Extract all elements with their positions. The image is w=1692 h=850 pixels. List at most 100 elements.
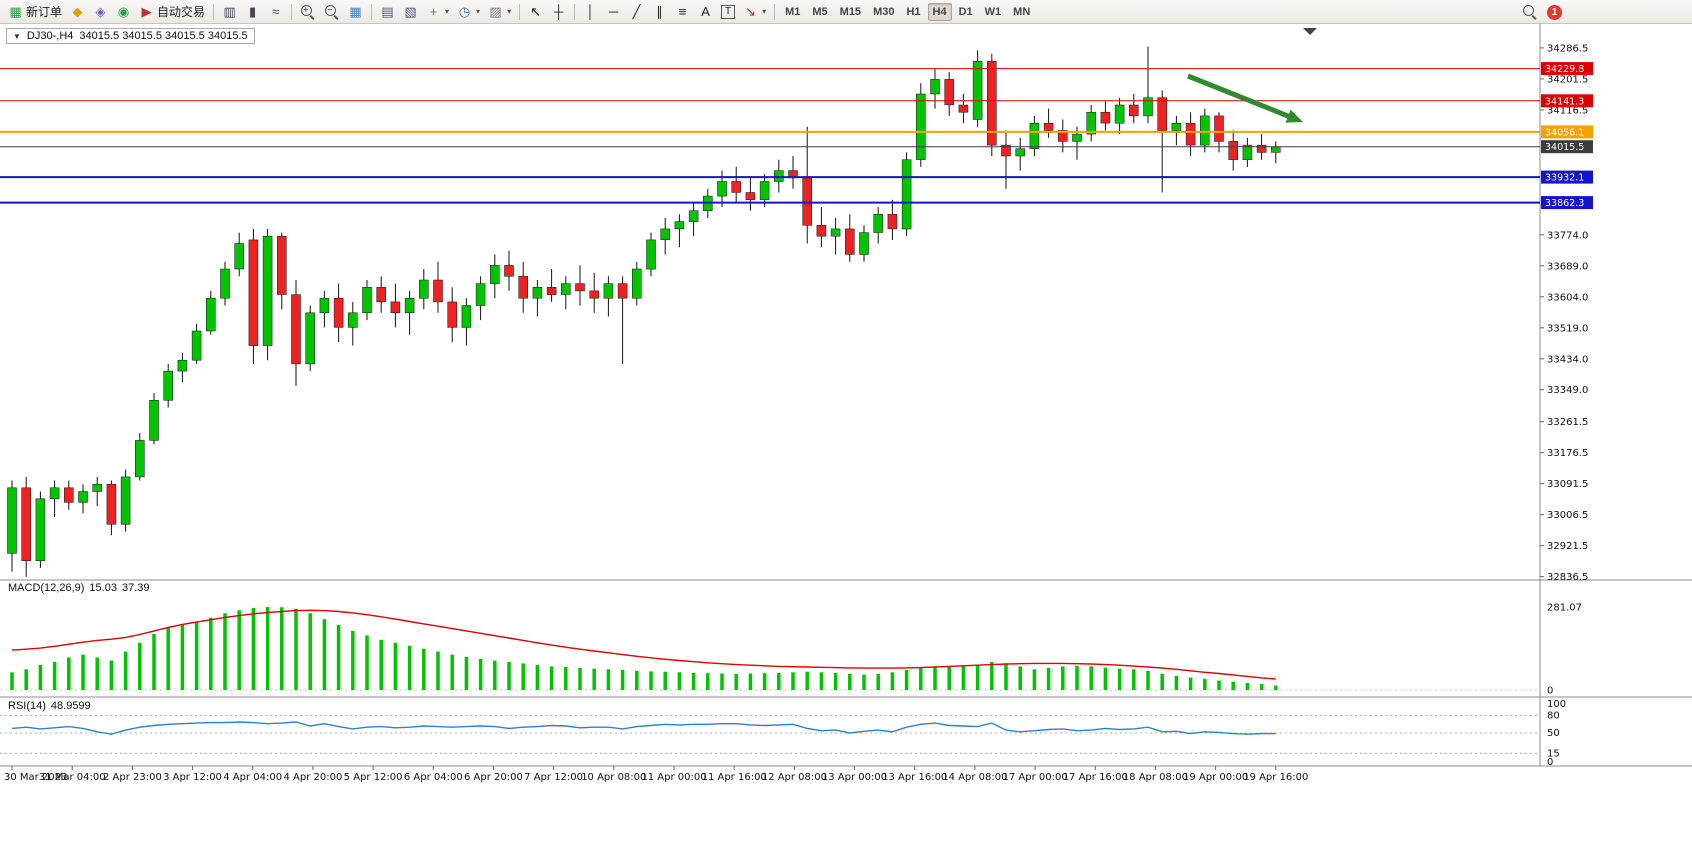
timeframe-m15-button[interactable]: M15 [839, 5, 862, 18]
line-chart-button[interactable]: ≈ [265, 2, 286, 22]
trend-arrow-head [1285, 109, 1303, 123]
y-axis-label: 32836.5 [1547, 572, 1588, 583]
trendline-button[interactable]: ╱ [626, 2, 647, 22]
navigator-button[interactable]: ◈ [90, 2, 111, 22]
periods-button[interactable]: ◷ ▾ [454, 2, 483, 22]
x-axis-label: 17 Apr 00:00 [1002, 772, 1067, 783]
price-tag-label: 33862.3 [1545, 198, 1584, 209]
history-button[interactable]: ◉ [113, 2, 134, 22]
toolbar-right: 1 [1522, 0, 1562, 24]
crosshair-button[interactable]: ┼ [548, 2, 569, 22]
channel-button[interactable]: ∥ [649, 2, 670, 22]
candlestick-chart-button[interactable]: ▮ [242, 2, 263, 22]
candle-body [830, 228, 841, 237]
x-axis-label: 7 Apr 12:00 [524, 772, 583, 783]
tile-windows-icon: ▦ [349, 4, 362, 19]
ohlc-values: 34015.5 34015.5 34015.5 34015.5 [79, 30, 248, 42]
candle-body [731, 181, 741, 193]
candle-body [475, 283, 486, 306]
candle-body [1242, 144, 1253, 160]
templates-icon: ▨ [489, 4, 502, 19]
new-order-icon: ▦ [9, 4, 22, 19]
price-tag-label: 33932.1 [1545, 173, 1584, 184]
x-axis-label: 14 Apr 08:00 [942, 772, 1007, 783]
collapse-triangle-icon[interactable]: ▼ [13, 31, 21, 41]
candle-body [674, 221, 685, 230]
timeframe-d1-button[interactable]: D1 [958, 5, 973, 18]
candle-body [930, 79, 940, 95]
candle-body [504, 265, 514, 277]
toolbar-separator [774, 3, 776, 20]
market-watch-button[interactable]: ◆ [67, 2, 88, 22]
rsi-label: RSI(14) 48.9599 [8, 700, 96, 712]
candle-body [873, 214, 883, 233]
price-tag[interactable] [1541, 94, 1593, 108]
timeframe-h4-button[interactable]: H4 [927, 2, 952, 21]
x-axis-label: 11 Apr 00:00 [641, 772, 706, 783]
timeframe-m5-button[interactable]: M5 [812, 5, 828, 18]
zoom-sign: + [303, 4, 309, 14]
candle-body [1228, 141, 1238, 160]
indicators-button[interactable]: + ▾ [423, 2, 452, 22]
zoom-in-button[interactable]: + [297, 2, 319, 22]
cursor-button[interactable]: ↖ [525, 2, 546, 22]
new-order-button[interactable]: ▦ 新订单 [5, 2, 65, 22]
price-tag[interactable] [1541, 196, 1593, 210]
y-axis-label: 34116.5 [1547, 105, 1588, 116]
candle-body [1043, 122, 1054, 131]
toolbar: ▦ 新订单 ◆ ◈ ◉ ▶ 自动交易 ▥ ▮ ≈ + − ▦ ▤ ▧ + ▾ ◷ ▾ ▨ ▾ ↖ ┼ │ ─ ╱ ∥ ≡ A T ↘ ▾ M1 M… [0, 0, 1692, 24]
price-tag[interactable] [1541, 125, 1593, 139]
macd-label: MACD(12,26,9) 15.03 37.39 [8, 582, 154, 594]
vertical-line-button[interactable]: │ [580, 2, 601, 22]
notification-badge[interactable]: 1 [1547, 4, 1562, 20]
rsi-name: RSI(14) [8, 700, 46, 712]
bar-chart-button[interactable]: ▥ [219, 2, 240, 22]
timeframe-mn-button[interactable]: MN [1013, 5, 1031, 18]
dropdown-caret-icon: ▾ [762, 7, 767, 16]
candle-body [248, 239, 259, 346]
candle-body [532, 287, 543, 299]
templates-button[interactable]: ▨ ▾ [485, 2, 514, 22]
timeframe-w1-button[interactable]: W1 [984, 5, 1002, 18]
cascade-windows-button[interactable]: ▧ [400, 2, 421, 22]
price-tag-label: 34056.1 [1545, 127, 1584, 138]
arrange-windows-button[interactable]: ▤ [377, 2, 398, 22]
horizontal-line-button[interactable]: ─ [603, 2, 624, 22]
fibonacci-button[interactable]: ≡ [672, 2, 693, 22]
candle-body [277, 235, 287, 295]
price-tag[interactable] [1541, 62, 1593, 76]
chart-shift-marker[interactable] [1303, 28, 1317, 35]
zoom-out-button[interactable]: − [321, 2, 343, 22]
trend-arrow-annotation[interactable] [1187, 73, 1295, 121]
candle-body [35, 498, 46, 562]
crosshair-icon: ┼ [553, 4, 564, 19]
label-button[interactable]: T [718, 2, 738, 22]
candle-body [1171, 122, 1182, 131]
candle-body [589, 290, 599, 299]
x-axis-label: 18 Apr 08:00 [1123, 772, 1188, 783]
candle-body [49, 487, 60, 499]
search-icon[interactable] [1522, 4, 1538, 20]
arrows-button[interactable]: ↘ ▾ [740, 2, 769, 22]
zoom-sign: − [327, 4, 333, 14]
text-button[interactable]: A [695, 2, 716, 22]
chart-window[interactable]: 34286.5 34201.5 34116.5 33774.0 33689.0 33604… [0, 24, 1692, 850]
candle-body [987, 60, 997, 146]
chart-canvas[interactable]: 34286.5 34201.5 34116.5 33774.0 33689.0 33604… [0, 24, 1692, 850]
candle-body [206, 297, 216, 332]
price-tag[interactable] [1541, 170, 1593, 184]
candle-body [1185, 122, 1196, 146]
x-axis-label: 10 Apr 08:00 [581, 772, 646, 783]
timeframe-m1-button[interactable]: M1 [785, 5, 801, 18]
tile-windows-button[interactable]: ▦ [345, 2, 366, 22]
candle-body [447, 301, 457, 328]
x-axis-label: 12 Apr 08:00 [762, 772, 827, 783]
chart-ohlc-header: ▼ DJ30-,H4 34015.5 34015.5 34015.5 34015… [6, 28, 255, 44]
price-tag[interactable] [1541, 140, 1593, 154]
timeframe-h1-button[interactable]: H1 [906, 5, 921, 18]
timeframe-m30-button[interactable]: M30 [873, 5, 895, 18]
candle-body [1001, 144, 1011, 157]
auto-trading-button[interactable]: ▶ 自动交易 [136, 2, 208, 22]
rsi-axis-label: 100 [1547, 699, 1566, 710]
candle-body [461, 305, 472, 328]
